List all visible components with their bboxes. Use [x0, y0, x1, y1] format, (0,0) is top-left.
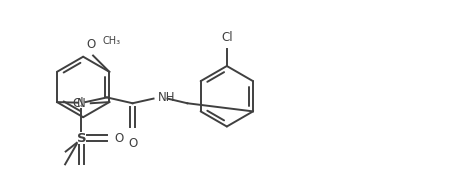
- Text: S: S: [76, 132, 86, 145]
- Text: Cl: Cl: [72, 97, 84, 110]
- Text: O: O: [86, 38, 95, 51]
- Text: CH₃: CH₃: [102, 36, 120, 46]
- Text: N: N: [77, 97, 86, 110]
- Text: Cl: Cl: [221, 31, 232, 44]
- Text: NH: NH: [158, 91, 175, 104]
- Text: O: O: [114, 132, 124, 145]
- Text: O: O: [128, 137, 137, 150]
